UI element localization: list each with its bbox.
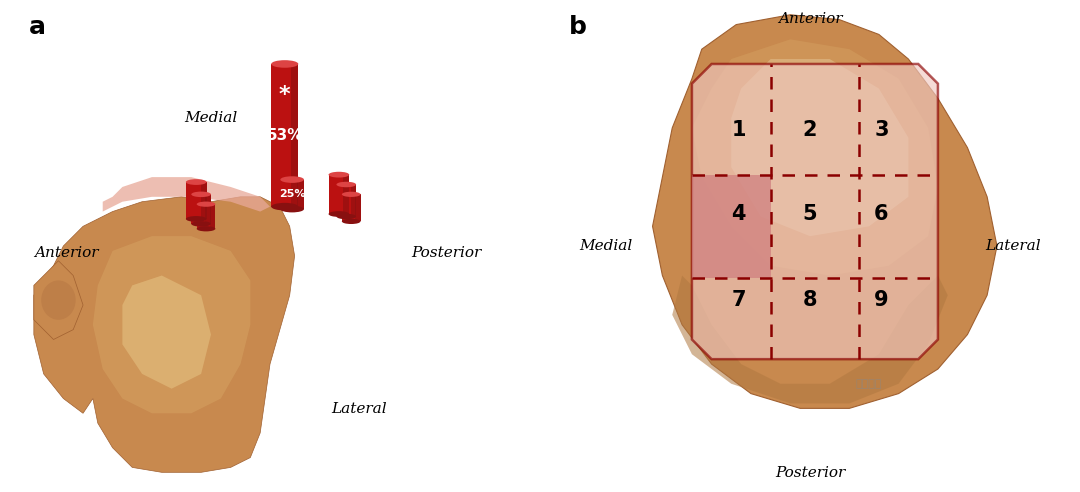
Polygon shape [211, 204, 215, 229]
Ellipse shape [191, 191, 211, 197]
Ellipse shape [186, 179, 206, 185]
Polygon shape [692, 175, 771, 278]
Ellipse shape [41, 280, 76, 320]
Ellipse shape [197, 202, 215, 207]
Ellipse shape [342, 219, 361, 224]
Bar [191, 194, 211, 224]
Text: 2: 2 [802, 121, 818, 140]
Bar [337, 184, 356, 216]
Ellipse shape [337, 214, 356, 219]
Polygon shape [692, 39, 937, 276]
Polygon shape [33, 261, 83, 339]
Ellipse shape [281, 176, 303, 183]
Text: 6: 6 [874, 204, 889, 224]
Text: 足踝一昇: 足踝一昇 [855, 379, 882, 389]
Ellipse shape [342, 192, 361, 197]
Text: Medial: Medial [185, 112, 238, 125]
Text: 5: 5 [802, 204, 818, 224]
Ellipse shape [337, 182, 356, 187]
Polygon shape [201, 182, 206, 219]
Polygon shape [692, 64, 937, 359]
Bar [271, 64, 298, 207]
Text: 3: 3 [874, 121, 889, 140]
Polygon shape [355, 194, 361, 221]
Text: Lateral: Lateral [330, 402, 387, 416]
Text: 25%: 25% [279, 189, 306, 199]
Bar [342, 194, 361, 221]
Bar [328, 175, 349, 214]
Bar [281, 180, 303, 209]
Text: 7: 7 [731, 290, 746, 310]
Polygon shape [652, 15, 997, 408]
Ellipse shape [197, 226, 215, 231]
Text: *: * [279, 85, 291, 105]
Text: 8: 8 [802, 290, 818, 310]
Polygon shape [672, 276, 948, 403]
Polygon shape [343, 175, 349, 214]
Ellipse shape [328, 211, 349, 217]
Text: 4: 4 [731, 204, 746, 224]
Bar [186, 182, 206, 219]
Ellipse shape [186, 216, 206, 222]
Text: a: a [29, 15, 46, 39]
Text: Lateral: Lateral [986, 239, 1041, 253]
Polygon shape [731, 59, 908, 236]
Polygon shape [205, 194, 211, 224]
Polygon shape [291, 64, 298, 207]
Polygon shape [297, 180, 303, 209]
Text: Posterior: Posterior [411, 246, 482, 260]
Text: Anterior: Anterior [778, 12, 842, 26]
Text: Anterior: Anterior [33, 246, 98, 260]
Text: 1: 1 [731, 121, 746, 140]
Polygon shape [122, 276, 211, 389]
Bar [197, 204, 215, 229]
Text: Medial: Medial [579, 239, 632, 253]
Text: 53%: 53% [267, 128, 303, 143]
Ellipse shape [271, 203, 298, 211]
Text: b: b [569, 15, 586, 39]
Ellipse shape [191, 221, 211, 227]
Polygon shape [351, 184, 356, 216]
Text: 9: 9 [874, 290, 889, 310]
Ellipse shape [281, 206, 303, 213]
Polygon shape [33, 197, 295, 472]
Polygon shape [93, 236, 251, 413]
Text: Posterior: Posterior [774, 466, 846, 480]
Ellipse shape [328, 172, 349, 178]
Polygon shape [103, 177, 270, 212]
Ellipse shape [271, 60, 298, 68]
